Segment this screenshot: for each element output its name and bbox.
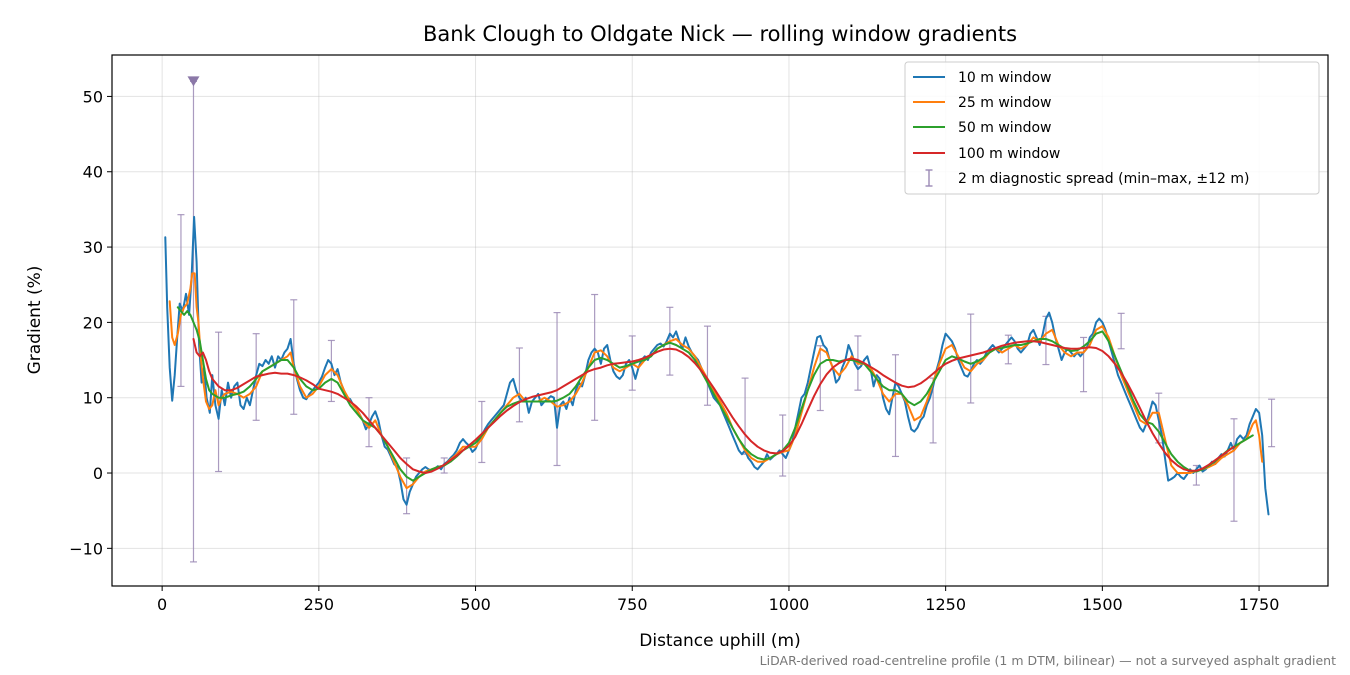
spread-bar (1230, 418, 1238, 522)
x-axis-label: Distance uphill (m) (639, 631, 800, 651)
legend: 10 m window 25 m window 50 m window 100 m w… (904, 61, 1320, 195)
spread-bar (703, 325, 711, 406)
x-tick-label: 1000 (769, 595, 810, 614)
spread-bar (779, 414, 787, 477)
spread-bar (816, 345, 824, 412)
x-tick-label: 750 (617, 595, 648, 614)
spread-bar (591, 293, 599, 421)
plot-frame (111, 54, 1329, 587)
spread-max-marker (187, 76, 200, 87)
spread-bar (1042, 315, 1050, 366)
footnote: LiDAR-derived road-centreline profile (1… (760, 653, 1336, 668)
spread-bar (515, 347, 523, 423)
legend-label: 100 m window (958, 146, 1060, 162)
y-axis: −10 0 10 20 30 40 50 (69, 87, 112, 558)
legend-label: 50 m window (958, 120, 1051, 136)
x-tick-label: 1750 (1239, 595, 1280, 614)
x-tick-label: 250 (304, 595, 335, 614)
y-tick-label: 20 (83, 313, 103, 332)
spread-bar (478, 400, 486, 464)
x-tick-label: 1250 (925, 595, 966, 614)
legend-label: 2 m diagnostic spread (min–max, ±12 m) (958, 171, 1249, 187)
x-tick-label: 0 (157, 595, 167, 614)
spread-bar (1268, 398, 1276, 448)
x-axis: 0 250 500 750 1000 1250 1500 1750 (157, 586, 1279, 614)
y-tick-label: 10 (83, 389, 103, 408)
chart-title: Bank Clough to Oldgate Nick — rolling wi… (423, 22, 1017, 46)
spread-bar (177, 214, 185, 388)
y-tick-label: 50 (83, 87, 103, 106)
y-axis-label: Gradient (%) (25, 266, 45, 375)
legend-box (904, 61, 1320, 195)
x-tick-label: 500 (460, 595, 491, 614)
x-tick-label: 1500 (1082, 595, 1123, 614)
legend-label: 10 m window (958, 70, 1051, 86)
y-tick-label: 0 (93, 464, 103, 483)
y-tick-label: −10 (69, 539, 103, 558)
spread-bar (1117, 312, 1125, 350)
legend-swatch (925, 169, 933, 187)
marker-layer (187, 76, 200, 87)
spread-bar (892, 354, 900, 458)
series-line-2 (168, 272, 1264, 490)
y-tick-label: 30 (83, 238, 103, 257)
spread-bar (967, 313, 975, 404)
series-line-4 (192, 338, 1235, 474)
legend-label: 25 m window (958, 95, 1051, 111)
series-layer (164, 215, 1270, 516)
y-tick-label: 40 (83, 163, 103, 182)
